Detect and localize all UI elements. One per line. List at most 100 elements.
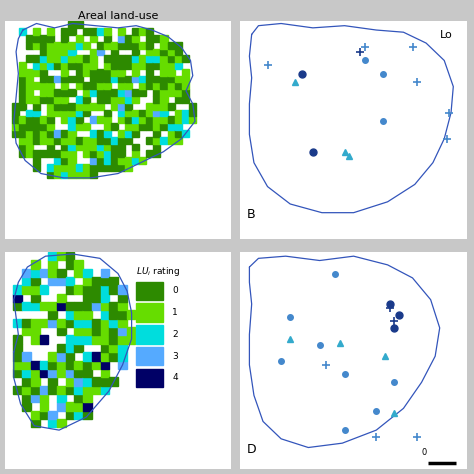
Bar	[97, 96, 104, 103]
Bar	[83, 310, 92, 319]
Bar	[33, 35, 40, 42]
Bar	[97, 82, 104, 89]
Bar	[33, 82, 40, 89]
Bar	[47, 48, 55, 55]
Bar	[40, 319, 48, 327]
Bar	[83, 361, 92, 369]
Bar	[97, 137, 104, 144]
Bar	[82, 144, 90, 150]
Bar	[75, 76, 82, 82]
Bar	[75, 69, 82, 76]
Bar	[33, 55, 40, 62]
Bar	[132, 109, 139, 117]
Bar	[83, 285, 92, 293]
Bar	[118, 109, 125, 117]
Bar	[57, 302, 66, 310]
Bar	[92, 336, 100, 344]
Bar	[92, 386, 100, 394]
Bar	[118, 117, 125, 123]
Bar	[83, 369, 92, 377]
Bar	[33, 164, 40, 171]
Bar	[125, 103, 132, 109]
Bar	[111, 137, 118, 144]
Bar	[22, 319, 31, 327]
Bar	[90, 144, 97, 150]
Bar	[109, 336, 118, 344]
Bar	[146, 69, 154, 76]
Bar	[19, 69, 26, 76]
Bar	[118, 89, 125, 96]
Bar	[68, 62, 75, 69]
Bar	[33, 62, 40, 69]
Bar	[83, 410, 92, 419]
Bar	[68, 76, 75, 82]
Bar	[118, 28, 125, 35]
Bar	[26, 89, 33, 96]
Bar	[82, 82, 90, 89]
Bar	[146, 48, 154, 55]
Bar	[47, 28, 55, 35]
Bar	[75, 171, 82, 178]
Bar	[174, 137, 182, 144]
Bar	[109, 327, 118, 336]
Bar	[66, 402, 74, 410]
Bar	[66, 277, 74, 285]
Bar	[66, 310, 74, 319]
Bar	[40, 69, 47, 76]
Bar	[75, 164, 82, 171]
Bar	[68, 171, 75, 178]
Bar	[82, 103, 90, 109]
Bar	[48, 277, 57, 285]
Bar	[118, 137, 125, 144]
Bar	[68, 123, 75, 130]
Bar	[154, 89, 161, 96]
Bar	[83, 269, 92, 277]
Bar	[100, 344, 109, 352]
Bar	[174, 109, 182, 117]
Text: D: D	[247, 443, 257, 456]
Bar	[90, 117, 97, 123]
Bar	[26, 82, 33, 89]
Bar	[82, 62, 90, 69]
Bar	[74, 377, 83, 386]
Bar	[61, 103, 68, 109]
Bar	[132, 157, 139, 164]
Bar	[74, 344, 83, 352]
Bar	[26, 35, 33, 42]
Bar	[136, 369, 164, 387]
Bar	[174, 117, 182, 123]
Bar	[66, 319, 74, 327]
Bar	[125, 89, 132, 96]
Bar	[61, 62, 68, 69]
Bar	[40, 35, 47, 42]
Bar	[118, 302, 127, 310]
Bar	[104, 62, 111, 69]
Bar	[104, 130, 111, 137]
Bar	[66, 410, 74, 419]
Bar	[74, 285, 83, 293]
Bar	[82, 150, 90, 157]
Bar	[40, 62, 47, 69]
Bar	[31, 361, 40, 369]
Bar	[61, 55, 68, 62]
Bar	[154, 130, 161, 137]
Bar	[33, 96, 40, 103]
Bar	[154, 35, 161, 42]
Bar	[104, 35, 111, 42]
Bar	[154, 96, 161, 103]
Bar	[182, 82, 189, 89]
Bar	[13, 352, 22, 361]
Bar	[90, 171, 97, 178]
Bar	[61, 109, 68, 117]
Bar	[92, 327, 100, 336]
Bar	[154, 144, 161, 150]
Bar	[83, 277, 92, 285]
Bar	[40, 76, 47, 82]
Bar	[26, 42, 33, 48]
Bar	[90, 69, 97, 76]
Bar	[109, 277, 118, 285]
Bar	[104, 150, 111, 157]
Bar	[154, 55, 161, 62]
Bar	[47, 109, 55, 117]
Bar	[161, 48, 168, 55]
